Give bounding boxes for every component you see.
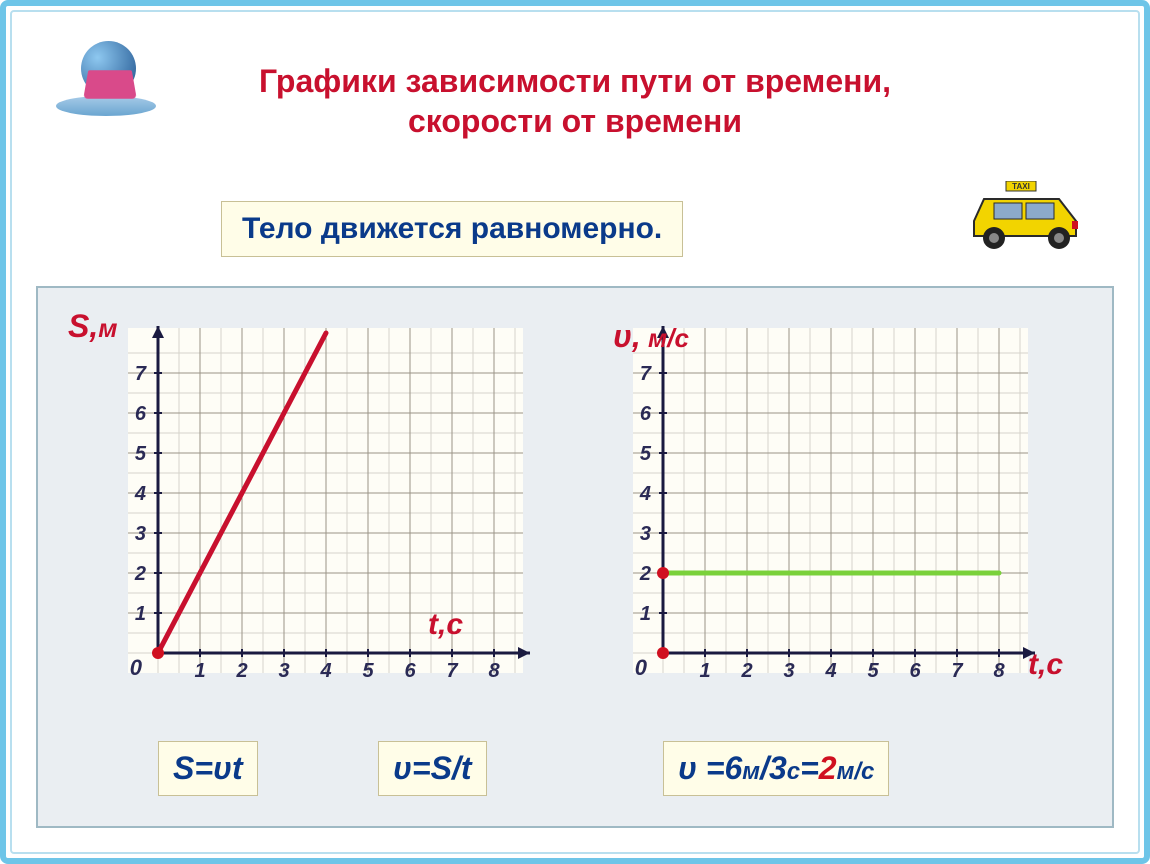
svg-text:1: 1 [640, 603, 651, 625]
svg-text:3: 3 [135, 523, 146, 545]
svg-text:3: 3 [640, 523, 651, 545]
svg-text:4: 4 [639, 483, 651, 505]
svg-text:1: 1 [699, 660, 710, 682]
subtitle-box: Тело движется равномерно. [221, 201, 683, 257]
chart-velocity: υ, м/с 1 2 3 4 5 6 7 8 1 2 3 4 5 6 7 0 t,с [593, 298, 1073, 698]
taxi-icon: TAXI [964, 181, 1089, 251]
formula-velocity-calc: υ =6м/3с=2м/с [663, 741, 889, 796]
svg-text:TAXI: TAXI [1012, 182, 1030, 191]
svg-text:5: 5 [640, 443, 652, 465]
svg-text:4: 4 [319, 660, 331, 682]
svg-text:2: 2 [134, 563, 146, 585]
svg-text:6: 6 [404, 660, 416, 682]
svg-text:5: 5 [867, 660, 879, 682]
svg-text:7: 7 [951, 660, 963, 682]
svg-text:8: 8 [488, 660, 500, 682]
x-axis-label-right: t,с [1028, 648, 1063, 682]
svg-text:2: 2 [235, 660, 247, 682]
x-axis-label-left: t,с [428, 608, 463, 642]
subtitle-text: Тело движется равномерно. [242, 212, 662, 245]
formula-v-equals-s-over-t: υ=S/t [378, 741, 487, 796]
svg-text:6: 6 [135, 403, 147, 425]
y-axis-label-right: υ, м/с [613, 318, 689, 355]
charts-container: S,м 1 2 3 4 5 6 7 8 1 2 3 4 5 6 7 0 t,с S=υt υ=S/t υ, м… [36, 286, 1114, 828]
title-line-1: Графики зависимости пути от времени, [259, 63, 891, 99]
chart-velocity-svg: 1 2 3 4 5 6 7 8 1 2 3 4 5 6 7 0 [593, 298, 1073, 698]
svg-text:6: 6 [640, 403, 652, 425]
svg-text:1: 1 [135, 603, 146, 625]
chart-distance-svg: 1 2 3 4 5 6 7 8 1 2 3 4 5 6 7 0 [68, 298, 538, 698]
svg-text:5: 5 [135, 443, 147, 465]
svg-text:8: 8 [993, 660, 1005, 682]
chart-distance: S,м 1 2 3 4 5 6 7 8 1 2 3 4 5 6 7 0 t,с [68, 298, 538, 698]
y-axis-label-left: S,м [68, 308, 117, 345]
svg-text:7: 7 [640, 363, 652, 385]
svg-text:7: 7 [446, 660, 458, 682]
svg-text:1: 1 [194, 660, 205, 682]
title-line-2: скорости от времени [408, 103, 742, 139]
svg-text:4: 4 [824, 660, 836, 682]
svg-text:3: 3 [783, 660, 794, 682]
svg-text:2: 2 [639, 563, 651, 585]
svg-text:6: 6 [909, 660, 921, 682]
svg-text:7: 7 [135, 363, 147, 385]
formula-s-equals-vt: S=υt [158, 741, 258, 796]
page-title: Графики зависимости пути от времени, ско… [6, 61, 1144, 141]
svg-text:5: 5 [362, 660, 374, 682]
svg-text:4: 4 [134, 483, 146, 505]
svg-text:0: 0 [635, 655, 648, 680]
svg-text:3: 3 [278, 660, 289, 682]
svg-text:2: 2 [740, 660, 752, 682]
svg-text:0: 0 [130, 655, 143, 680]
